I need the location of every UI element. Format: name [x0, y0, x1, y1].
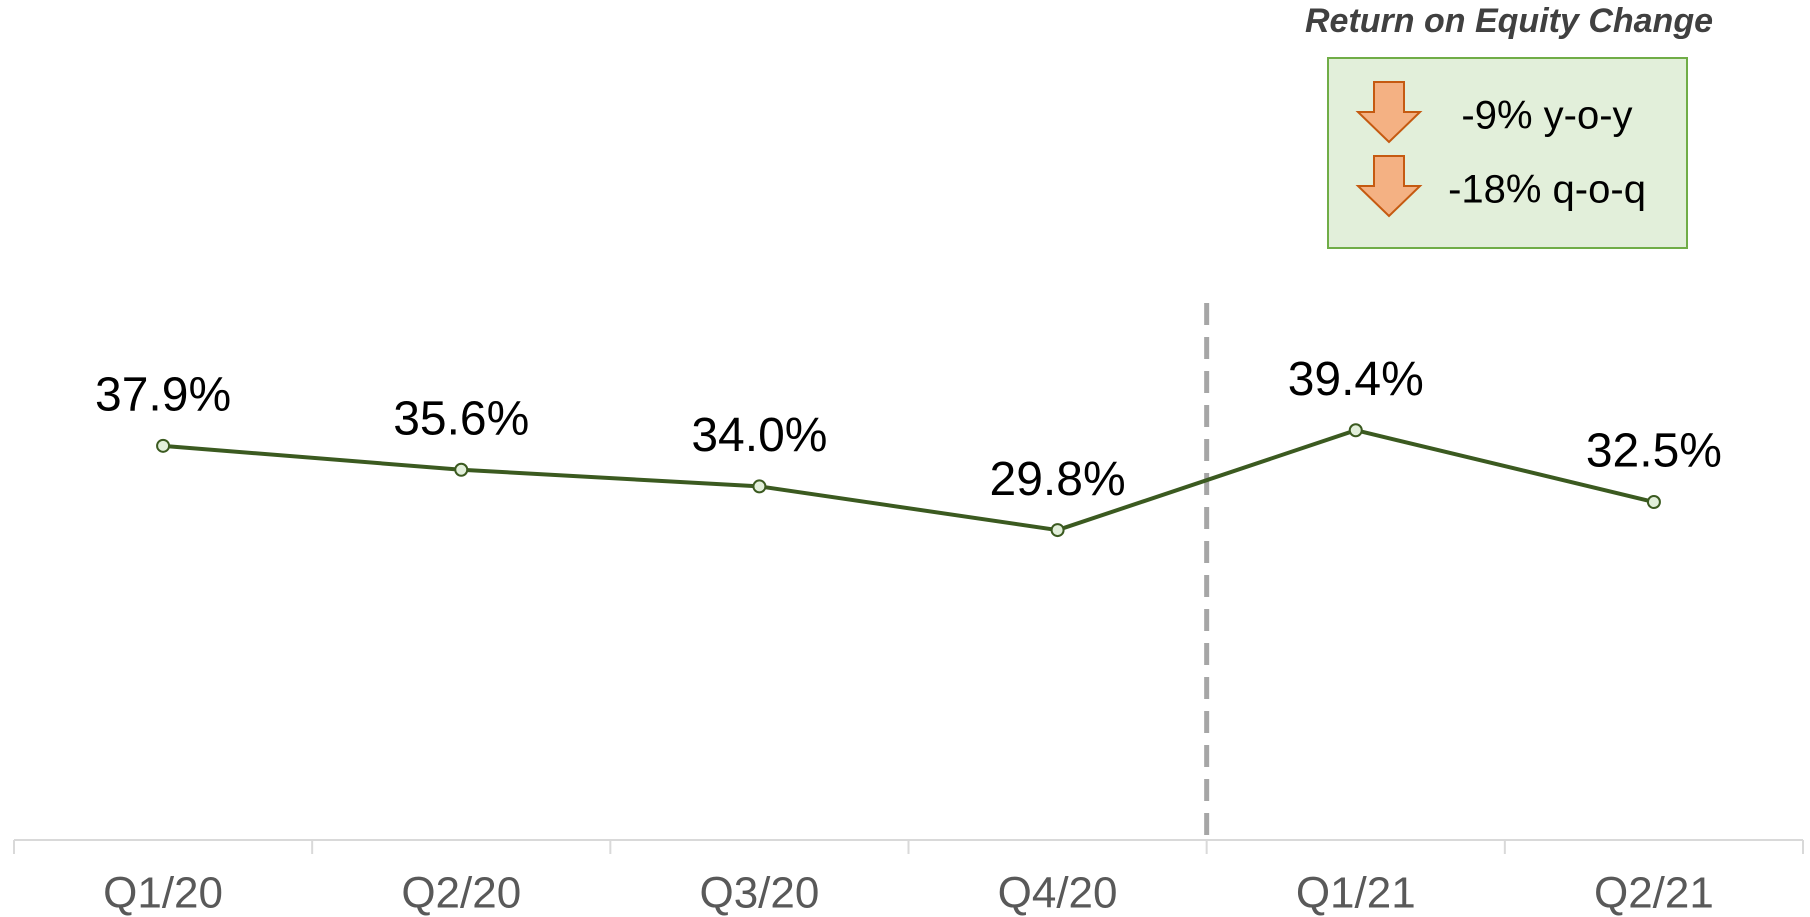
- down-arrow: [1355, 155, 1423, 218]
- x-tick-label: Q3/20: [699, 869, 819, 917]
- x-tick-label: Q2/20: [401, 869, 521, 917]
- data-label: 29.8%: [990, 453, 1126, 506]
- data-label: 34.0%: [691, 409, 827, 462]
- point: [1646, 495, 1661, 509]
- data-label: 32.5%: [1586, 425, 1722, 478]
- change-qoq: -18% q-o-q: [1448, 168, 1646, 212]
- point: [454, 462, 469, 477]
- point: [156, 438, 171, 453]
- line: [162, 428, 1655, 533]
- x-tick-label: Q4/20: [998, 869, 1118, 917]
- change-title: Return on Equity Change: [1305, 2, 1713, 40]
- data-label: 39.4%: [1288, 353, 1424, 406]
- data-label: 35.6%: [393, 392, 529, 445]
- down-arrow: [1355, 81, 1423, 144]
- point: [1348, 423, 1363, 438]
- point: [752, 479, 767, 494]
- data-label: 37.9%: [95, 369, 231, 422]
- x-tick-label: Q2/21: [1594, 869, 1714, 917]
- x-tick-label: Q1/21: [1296, 869, 1416, 917]
- x-tick-label: Q1/20: [103, 869, 223, 917]
- change-yoy: -9% y-o-y: [1461, 94, 1632, 138]
- point: [1050, 523, 1065, 538]
